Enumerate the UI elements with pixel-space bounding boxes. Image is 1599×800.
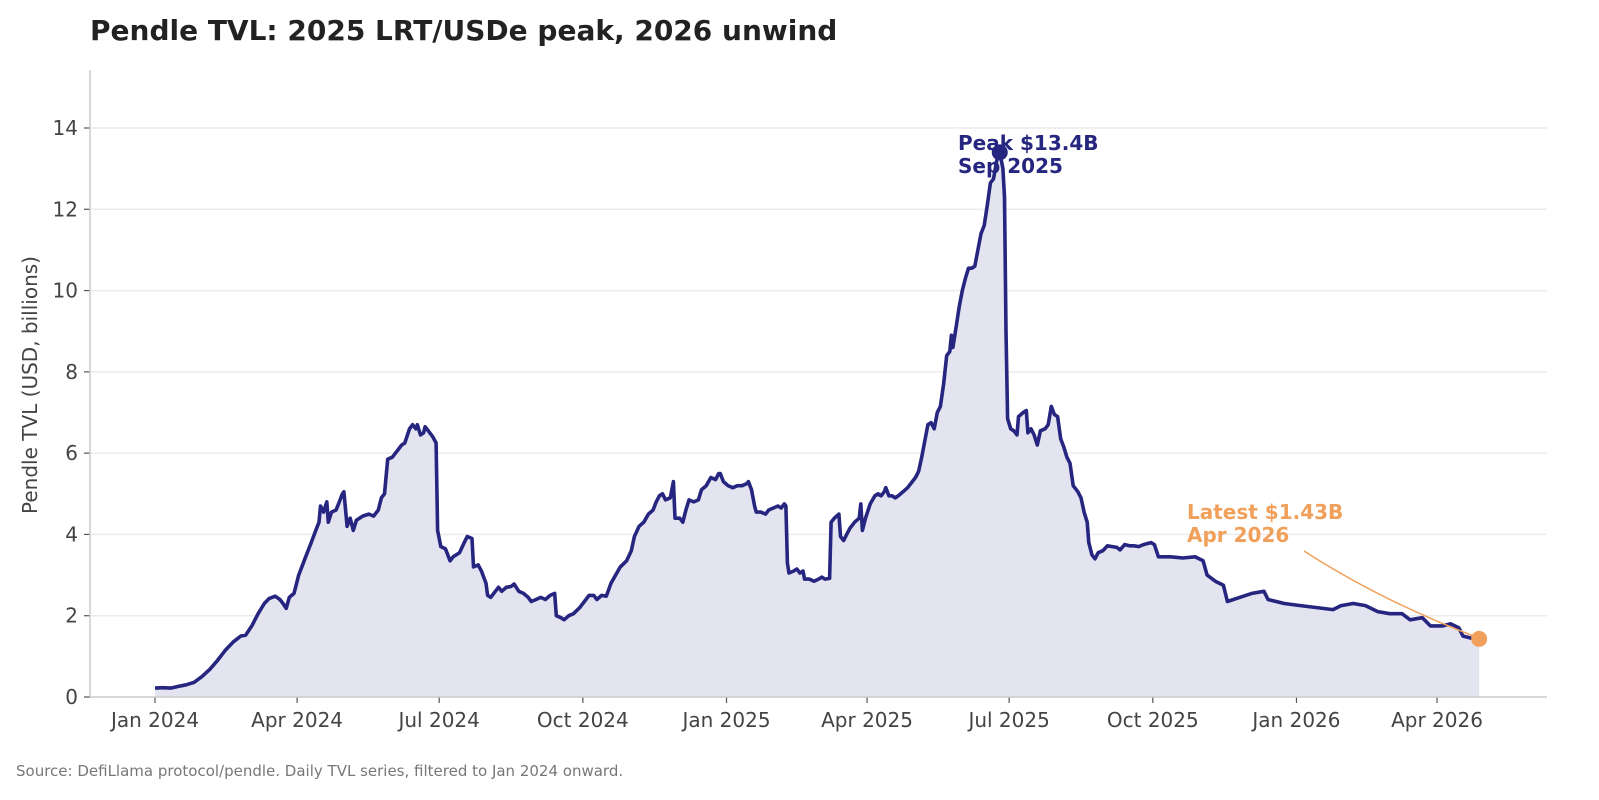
y-tick-label: 10: [53, 279, 78, 303]
y-tick-label: 0: [65, 685, 78, 709]
x-tick-label: Jul 2024: [396, 708, 479, 732]
x-tick-label: Apr 2025: [821, 708, 913, 732]
x-tick-label: Apr 2024: [251, 708, 343, 732]
gridlines: [90, 127, 1547, 617]
x-tick-label: Jul 2025: [966, 708, 1049, 732]
tvl-area-fill: [155, 152, 1480, 697]
chart-title: Pendle TVL: 2025 LRT/USDe peak, 2026 unw…: [90, 14, 838, 47]
y-tick-label: 12: [53, 197, 78, 221]
x-tick-label: Oct 2024: [537, 708, 629, 732]
y-tick-label: 6: [65, 441, 78, 465]
peak-marker: [991, 144, 1008, 161]
peak-annotation-line1: Peak $13.4B: [958, 131, 1099, 155]
x-tick-label: Apr 2026: [1391, 708, 1483, 732]
tvl-line: [154, 150, 1480, 690]
x-tick-label: Jan 2026: [1250, 708, 1340, 732]
source-note: Source: DefiLlama protocol/pendle. Daily…: [16, 762, 624, 780]
x-tick-label: Jan 2024: [109, 708, 199, 732]
latest-annotation-line2: Apr 2026: [1187, 523, 1289, 547]
y-tick-label: 8: [65, 360, 78, 384]
peak-annotation-line2: Sep 2025: [958, 154, 1063, 178]
latest-annotation-line1: Latest $1.43B: [1187, 500, 1343, 524]
y-tick-label: 14: [53, 116, 78, 140]
y-tick-label: 4: [65, 522, 78, 546]
x-tick-label: Oct 2025: [1107, 708, 1199, 732]
latest-arrow: [1303, 550, 1474, 637]
y-tick-label: 2: [65, 604, 78, 628]
x-tick-label: Jan 2025: [680, 708, 770, 732]
latest-marker: [1471, 630, 1488, 647]
axes: 0 2 4 6 8 10 12 14 Jan 2024 Apr 2024 Jul 2024 Oct 2…: [53, 70, 1547, 732]
